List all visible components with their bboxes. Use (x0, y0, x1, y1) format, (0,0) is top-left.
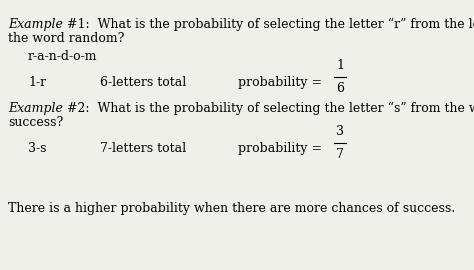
Text: 7: 7 (336, 148, 344, 161)
Text: #1:  What is the probability of selecting the letter “r” from the letters in: #1: What is the probability of selecting… (63, 18, 474, 31)
Text: 6: 6 (336, 82, 344, 95)
Text: probability =: probability = (238, 76, 322, 89)
Text: probability =: probability = (238, 142, 322, 155)
Text: #2:  What is the probability of selecting the letter “s” from the word: #2: What is the probability of selecting… (63, 102, 474, 115)
Text: the word random?: the word random? (8, 32, 124, 45)
Text: 1-r: 1-r (28, 76, 46, 89)
Text: 7-letters total: 7-letters total (100, 142, 186, 155)
Text: Example: Example (8, 18, 63, 31)
Text: 1: 1 (336, 59, 344, 72)
Text: success?: success? (8, 116, 63, 129)
Text: 3-s: 3-s (28, 142, 46, 155)
Text: Example: Example (8, 102, 63, 115)
Text: r-a-n-d-o-m: r-a-n-d-o-m (28, 50, 98, 63)
Text: 3: 3 (336, 125, 344, 138)
Text: 6-letters total: 6-letters total (100, 76, 186, 89)
Text: There is a higher probability when there are more chances of success.: There is a higher probability when there… (8, 202, 455, 215)
